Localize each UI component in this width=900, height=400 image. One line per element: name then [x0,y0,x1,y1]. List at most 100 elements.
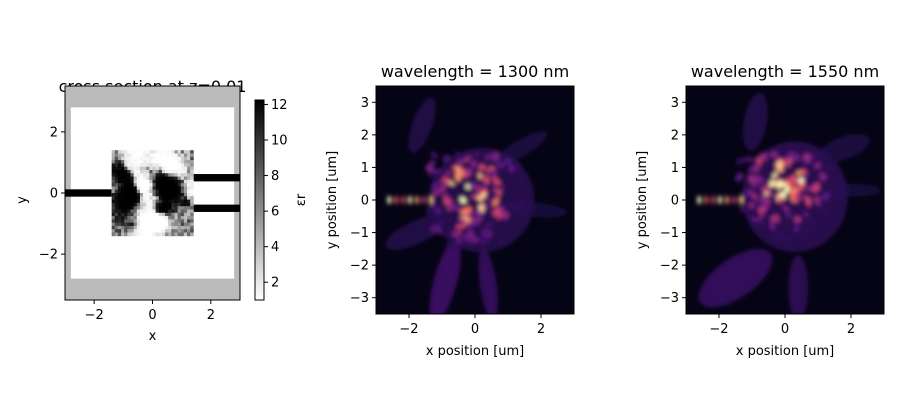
design-pixel [146,225,150,230]
design-pixel [149,219,153,224]
design-pixel [136,202,141,207]
design-pixel [190,209,194,214]
x-tick-label: 0 [148,308,156,323]
design-pixel [139,189,144,194]
colorbar-label: εr [294,193,309,206]
design-pixel [187,186,191,191]
design-pixel [187,153,191,158]
design-pixel [124,163,128,168]
design-pixel [133,160,138,164]
field-hotspot [459,196,467,204]
design-pixel [117,176,122,181]
design-pixel [171,189,175,194]
design-pixel [133,189,138,194]
design-pixel [168,186,172,191]
design-pixel [111,179,116,184]
design-pixel [180,150,185,154]
field-hotspot [475,215,484,222]
design-pixel [124,183,128,187]
panel2-ylabel: y position [um] [325,151,340,250]
field-hotspot [777,180,786,188]
design-pixel [121,206,125,210]
design-pixel [121,216,125,220]
design-pixel [124,156,128,161]
design-pixel [161,225,166,230]
design-pixel [174,216,179,220]
design-pixel [187,202,191,207]
field-hotspot [766,192,776,197]
design-pixel [114,160,119,164]
design-pixel [127,225,131,230]
design-pixel [152,193,157,197]
design-pixel [139,153,144,158]
design-pixel [117,179,122,184]
design-pixel [177,176,182,181]
design-pixel [168,206,172,210]
design-pixel [183,212,188,217]
design-pixel [149,189,153,194]
design-pixel [117,163,122,168]
field-hotspot [467,240,473,246]
design-pixel [111,156,116,161]
design-pixel [165,173,169,177]
design-pixel [152,166,157,171]
design-pixel [180,206,185,210]
design-pixel [155,166,160,171]
panel-cross-section: cross section at z=0.01 −202−202 x y 246… [15,77,309,344]
design-pixel [111,232,116,237]
design-pixel [133,196,138,200]
design-pixel [161,193,166,197]
design-pixel [168,229,172,233]
design-pixel [158,229,163,233]
design-pixel [117,202,122,207]
design-pixel [190,225,194,230]
design-pixel [127,206,131,210]
design-pixel [155,232,160,237]
design-pixel [152,225,157,230]
design-pixel [171,222,175,227]
field-hotspot [803,227,809,233]
panel2-title: wavelength = 1300 nm [381,62,569,81]
design-pixel [183,189,188,194]
design-pixel [161,189,166,194]
design-pixel [149,153,153,158]
field-hotspot [819,172,826,180]
field-hotspot [499,185,505,191]
design-pixel [136,160,141,164]
design-pixel [121,189,125,194]
design-pixel [165,199,169,204]
field-hotspot [747,166,755,173]
design-pixel [171,160,175,164]
design-pixel [174,206,179,210]
design-pixel [146,160,150,164]
field-hotspot [492,176,499,183]
design-pixel [149,179,153,184]
design-pixel [183,202,188,207]
design-pixel [158,173,163,177]
field-hotspot [802,169,807,175]
design-pixel [171,202,175,207]
design-pixel [136,189,141,194]
design-pixel [168,173,172,177]
design-pixel [136,196,141,200]
field-hotspot [492,189,499,196]
design-pixel [180,199,185,204]
field-hotspot [770,215,777,223]
field-hotspot [803,211,809,217]
design-pixel [158,183,163,187]
design-pixel [187,163,191,168]
design-pixel [158,193,163,197]
design-pixel [146,166,150,171]
design-pixel [139,173,144,177]
design-pixel [133,229,138,233]
field-hotspot [421,195,426,205]
design-pixel [139,219,144,224]
design-pixel [114,169,119,174]
design-pixel [143,212,147,217]
design-pixel [174,186,179,191]
radiation-lobe [408,97,436,153]
design-pixel [155,225,160,230]
design-pixel [174,232,179,237]
design-pixel [146,153,150,158]
field-hotspot [470,194,478,200]
